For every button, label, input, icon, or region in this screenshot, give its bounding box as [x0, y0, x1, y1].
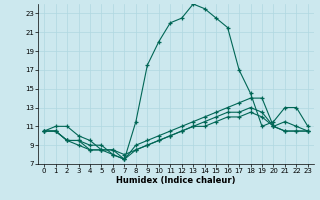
X-axis label: Humidex (Indice chaleur): Humidex (Indice chaleur) [116, 176, 236, 185]
